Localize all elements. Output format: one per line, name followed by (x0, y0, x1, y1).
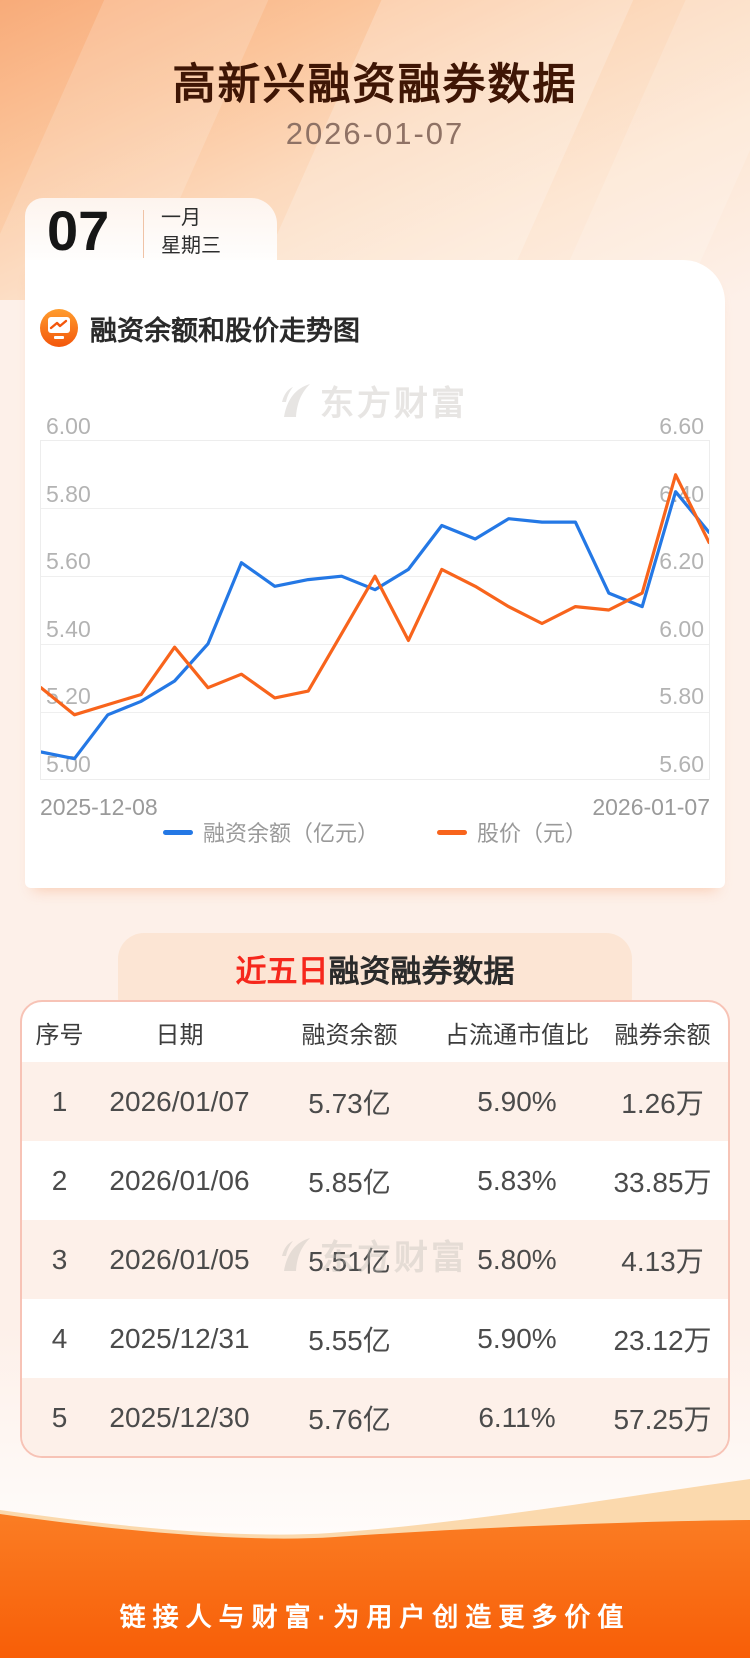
table-row: 3 2026/01/05 5.51亿 5.80% 4.13万 (22, 1220, 728, 1299)
gridline (41, 644, 709, 645)
table-cell: 1 (51, 1085, 68, 1117)
gridline (41, 508, 709, 509)
series-line-margin-balance (41, 490, 709, 761)
legend-item: 股价（元） (437, 816, 587, 848)
legend-swatch (437, 829, 467, 835)
watermark-logo-icon (282, 1237, 310, 1271)
right-axis-tick: 6.60 (659, 413, 704, 439)
table-cell: 2026/01/06 (109, 1164, 250, 1196)
left-axis-tick: 5.40 (46, 615, 91, 642)
legend-item: 融资余额（亿元） (162, 816, 379, 848)
table-cell: 23.12万 (613, 1324, 712, 1356)
date-day: 07 (47, 199, 110, 262)
table-cell: 2 (51, 1164, 68, 1196)
line-chart-plot: 6.00 5.80 5.60 5.40 5.20 5.00 6.60 6.40 6.20 6.0… (40, 413, 710, 780)
table-cell: 5 (51, 1401, 68, 1433)
date-month-weekday: 一月 星期三 (161, 204, 221, 260)
x-axis-end-label: 2026-01-07 (592, 794, 710, 820)
legend-label: 融资余额（亿元） (202, 821, 379, 846)
chart-section-title: 融资余额和股价走势图 (90, 315, 360, 346)
footer-wave (0, 1479, 750, 1658)
date-month: 一月 (161, 207, 201, 229)
table-row: 1 2026/01/07 5.73亿 5.90% 1.26万 (22, 1062, 728, 1141)
table-row: 2 2026/01/06 5.85亿 5.83% 33.85万 (22, 1141, 728, 1220)
table-cell: 6.11% (478, 1401, 556, 1433)
chart-legend: 融资余额（亿元） 股价（元） (0, 816, 750, 848)
table-cell: 4.13万 (621, 1245, 704, 1277)
legend-swatch (162, 829, 193, 835)
chart-monitor-icon (40, 309, 78, 347)
table-cell: 2026/01/07 (109, 1085, 250, 1117)
right-axis-tick: 5.80 (659, 683, 704, 710)
table-cell: 2026/01/05 (109, 1243, 250, 1275)
table-title: 近五日融资融券数据 (118, 946, 632, 991)
watermark-dongfangcaifu: 东方财富 (0, 376, 750, 425)
table-cell: 1.26万 (621, 1087, 704, 1119)
table-cell: 5.83% (477, 1164, 557, 1196)
table-cell: 5.90% (477, 1085, 557, 1117)
chart-card (25, 260, 725, 888)
table-header-row: 序号 日期 融资余额 占流通市值比 融券余额 (22, 1002, 728, 1062)
table-title-highlight: 近五日 (235, 954, 329, 989)
gridline (41, 712, 709, 713)
table-header-cell: 融券余额 (614, 1021, 711, 1049)
table-header-cell: 融资余额 (301, 1021, 398, 1049)
x-axis-start-label: 2025-12-08 (40, 794, 158, 820)
table-cell: 5.90% (477, 1322, 557, 1354)
table-title-rest: 融资融券数据 (328, 954, 515, 989)
data-table: 东方财富 序号 日期 融资余额 占流通市值比 融券余额 1 2026/01/07 5.73亿… (20, 1000, 730, 1458)
table-cell: 5.85亿 (308, 1166, 391, 1198)
report-date: 2026-01-07 (285, 116, 465, 151)
chart-lines (41, 473, 709, 761)
left-axis-tick: 5.60 (46, 548, 91, 575)
page-title: 高新兴融资融券数据 (172, 61, 578, 109)
date-card: 07 一月 星期三 (25, 198, 277, 268)
footer-slogan: 链接人与财富·为用户创造更多价值 (119, 1602, 631, 1632)
series-line-stock-price (41, 473, 709, 717)
table-cell: 5.76亿 (308, 1403, 391, 1435)
table-header-cell: 日期 (155, 1021, 204, 1049)
table-cell: 3 (51, 1243, 68, 1275)
table-body: 1 2026/01/07 5.73亿 5.90% 1.26万 2 2026/01/06 5.8… (22, 1062, 728, 1456)
table-header-cell: 序号 (35, 1021, 84, 1049)
date-divider (143, 210, 144, 258)
left-axis-tick: 6.00 (46, 413, 91, 439)
table-cell: 5.80% (477, 1243, 557, 1275)
table-cell: 5.55亿 (308, 1324, 391, 1356)
watermark-logo-icon (282, 383, 310, 417)
table-cell: 5.51亿 (308, 1245, 391, 1277)
footer-banner: 链接人与财富·为用户创造更多价值 (0, 1455, 750, 1658)
table-cell: 57.25万 (613, 1403, 712, 1435)
table-cell: 33.85万 (613, 1166, 712, 1198)
table-header-cell: 占流通市值比 (445, 1021, 589, 1049)
date-weekday: 星期三 (161, 235, 221, 257)
right-axis-tick: 6.20 (659, 548, 704, 575)
table-cell: 4 (51, 1322, 68, 1354)
right-axis-tick: 6.00 (659, 615, 704, 642)
table-row: 4 2025/12/31 5.55亿 5.90% 23.12万 (22, 1299, 728, 1378)
table-row: 5 2025/12/30 5.76亿 6.11% 57.25万 (22, 1378, 728, 1456)
left-axis-tick: 5.80 (46, 480, 91, 507)
watermark-dongfangcaifu: 东方财富 (22, 1230, 728, 1279)
chart-section-header: 融资余额和股价走势图 (40, 308, 360, 348)
table-cell: 2025/12/30 (109, 1401, 250, 1433)
right-axis-tick: 5.60 (659, 751, 704, 777)
table-cell: 2025/12/31 (109, 1322, 250, 1354)
legend-label: 股价（元） (477, 821, 588, 846)
table-cell: 5.73亿 (308, 1087, 391, 1119)
